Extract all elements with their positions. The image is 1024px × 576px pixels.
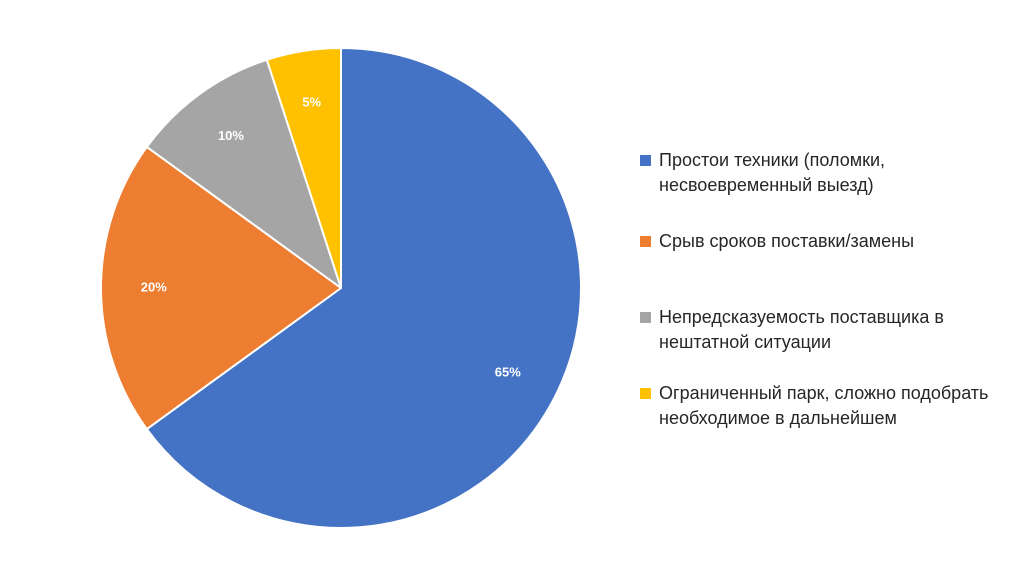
legend-swatch-delivery-delay	[640, 236, 651, 247]
pie-slice-delivery-delay	[100, 145, 342, 431]
legend-item-downtime: Простои техники (поломки, несвоевременны…	[640, 148, 1010, 198]
legend-swatch-limited-fleet	[640, 388, 651, 399]
slice-label-delivery-delay: 20%	[141, 279, 167, 294]
pie-slice-limited-fleet	[265, 47, 342, 289]
legend-label-unpredictability: Непредсказуемость поставщика в нештатной…	[659, 307, 944, 352]
pie-slice-unpredictability	[145, 58, 342, 289]
slice-label-limited-fleet: 5%	[302, 95, 321, 110]
legend-swatch-downtime	[640, 155, 651, 166]
legend-item-delivery-delay: Срыв сроков поставки/замены	[640, 229, 1010, 254]
legend-label-delivery-delay: Срыв сроков поставки/замены	[659, 231, 915, 251]
legend-swatch-unpredictability	[640, 312, 651, 323]
legend-label-limited-fleet: Ограниченный парк, сложно подобрать необ…	[659, 383, 989, 428]
pie-slice-downtime	[145, 47, 582, 529]
legend-label-downtime: Простои техники (поломки, несвоевременны…	[659, 150, 886, 195]
slice-label-unpredictability: 10%	[218, 128, 244, 143]
slice-label-downtime: 65%	[495, 364, 521, 379]
legend-item-unpredictability: Непредсказуемость поставщика в нештатной…	[640, 305, 1010, 355]
legend-item-limited-fleet: Ограниченный парк, сложно подобрать необ…	[640, 381, 1010, 431]
